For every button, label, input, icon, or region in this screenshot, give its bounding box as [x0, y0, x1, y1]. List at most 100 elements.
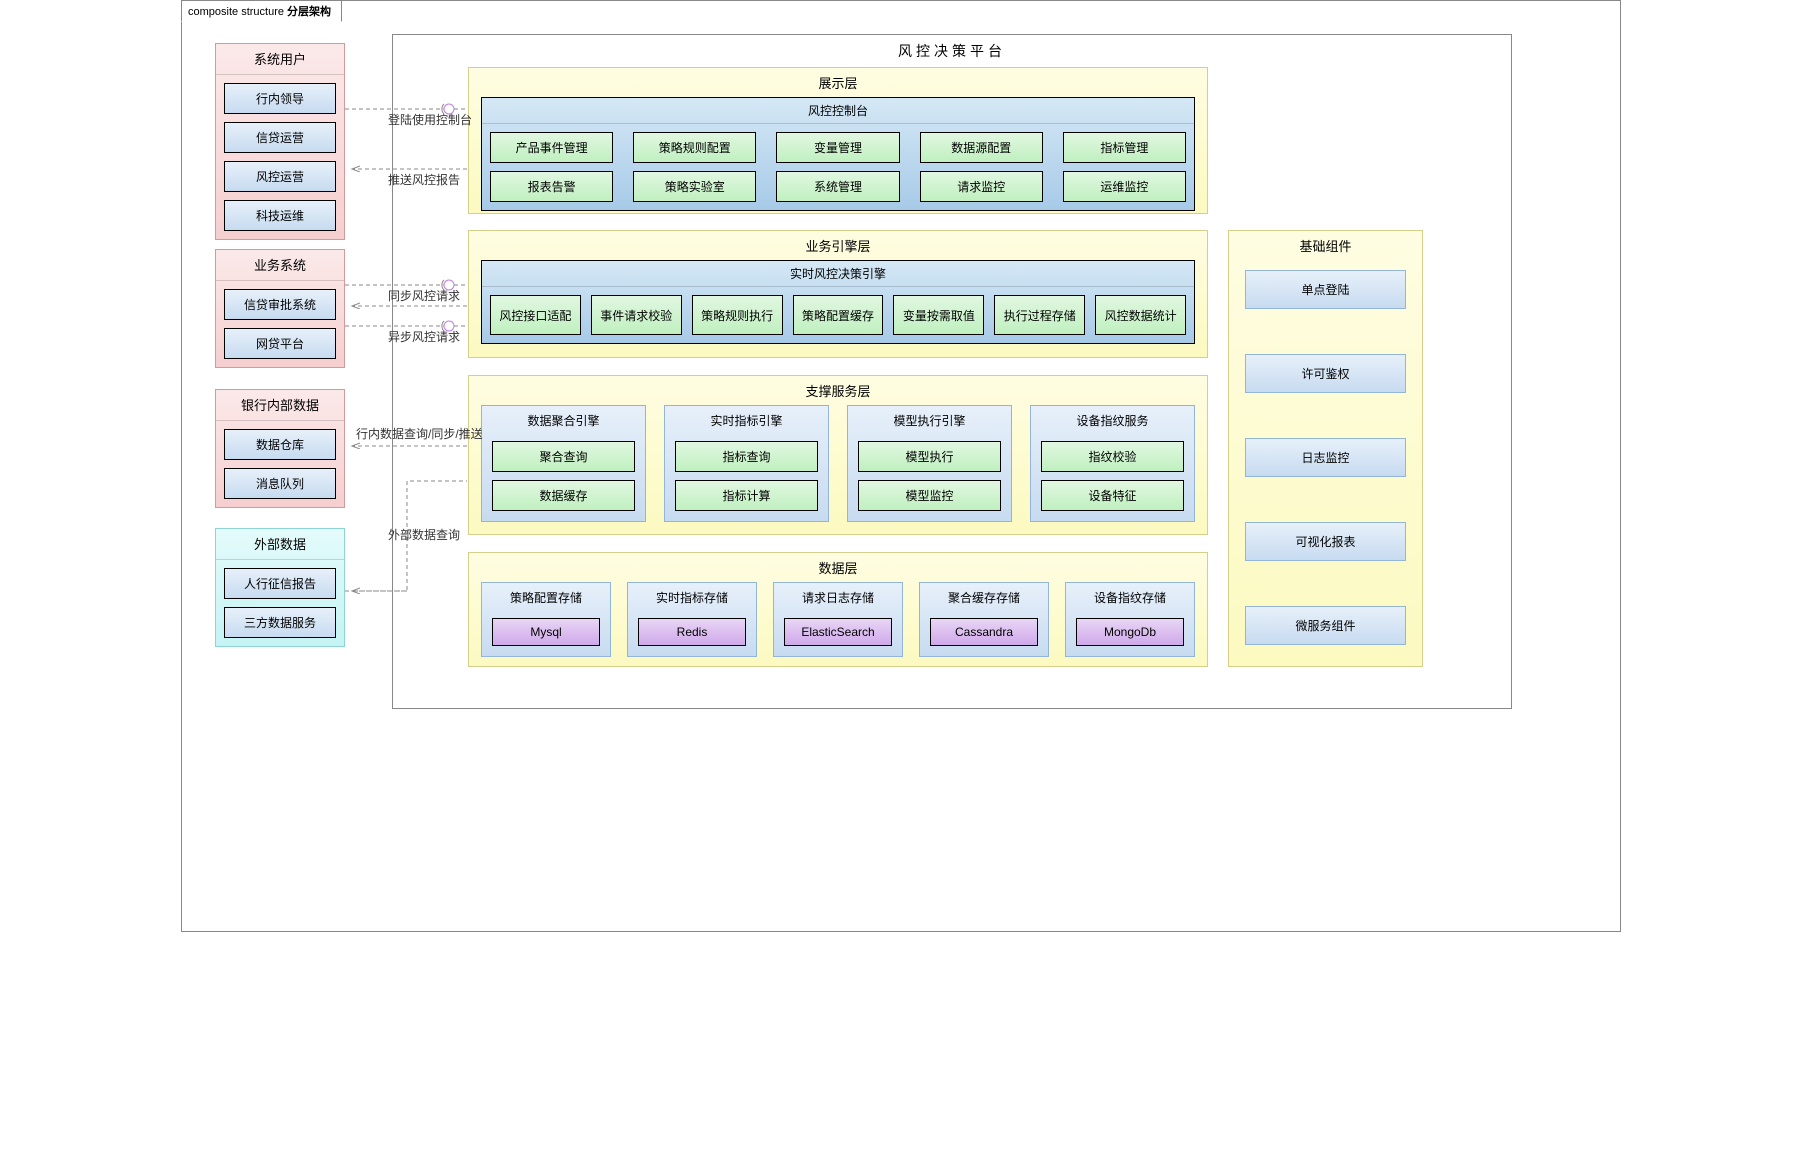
support-item-0-0: 聚合查询: [492, 441, 635, 472]
console-item-r1-1: 策略规则配置: [633, 132, 756, 163]
support-col-body-2: 模型执行模型监控: [848, 435, 1011, 521]
console-item-r2-4: 运维监控: [1063, 171, 1186, 202]
support-col-body-0: 聚合查询数据缓存: [482, 435, 645, 521]
db-2: ElasticSearch: [784, 618, 892, 646]
panel-users-title: 系统用户: [216, 44, 344, 75]
engine-item-0: 风控接口适配: [490, 295, 581, 335]
engine-item-2: 策略规则执行: [692, 295, 783, 335]
layer-support: 支撑服务层 数据聚合引擎聚合查询数据缓存实时指标引擎指标查询指标计算模型执行引擎…: [468, 375, 1208, 535]
support-item-2-1: 模型监控: [858, 480, 1001, 511]
panel-ext-body: 人行征信报告三方数据服务: [216, 560, 344, 646]
layer-infra: 基础组件 单点登陆许可鉴权日志监控可视化报表微服务组件: [1228, 230, 1423, 667]
support-col-body-3: 指纹校验设备特征: [1031, 435, 1194, 521]
data-col-0: 策略配置存储 Mysql: [481, 582, 611, 657]
console-item-r1-3: 数据源配置: [920, 132, 1043, 163]
layer-data-title: 数据层: [469, 553, 1207, 582]
console-item-r2-1: 策略实验室: [633, 171, 756, 202]
data-col-title-2: 请求日志存储: [774, 583, 902, 612]
user-item-1: 信贷运营: [224, 122, 336, 153]
ext-item-1: 三方数据服务: [224, 607, 336, 638]
label-push: 推送风控报告: [388, 171, 460, 188]
support-col-3: 设备指纹服务指纹校验设备特征: [1030, 405, 1195, 522]
layer-data: 数据层 策略配置存储 Mysql 实时指标存储 Redis 请求日志存储 ElasticS…: [468, 552, 1208, 667]
label-bank: 行内数据查询/同步/推送: [356, 425, 483, 442]
support-item-3-1: 设备特征: [1041, 480, 1184, 511]
layer-display-title: 展示层: [469, 68, 1207, 97]
bank-item-1: 消息队列: [224, 468, 336, 499]
support-col-title-0: 数据聚合引擎: [482, 406, 645, 435]
console-title: 风控控制台: [482, 98, 1194, 124]
console-row1: 产品事件管理策略规则配置变量管理数据源配置指标管理: [490, 132, 1186, 163]
console-item-r2-3: 请求监控: [920, 171, 1043, 202]
support-item-3-0: 指纹校验: [1041, 441, 1184, 472]
support-item-0-1: 数据缓存: [492, 480, 635, 511]
panel-users-body: 行内领导信贷运营风控运营科技运维: [216, 75, 344, 239]
engine-item-5: 执行过程存储: [994, 295, 1085, 335]
panel-biz-title: 业务系统: [216, 250, 344, 281]
panel-bank-body: 数据仓库消息队列: [216, 421, 344, 507]
support-col-0: 数据聚合引擎聚合查询数据缓存: [481, 405, 646, 522]
engine-item-6: 风控数据统计: [1095, 295, 1186, 335]
support-col-title-1: 实时指标引擎: [665, 406, 828, 435]
support-col-title-3: 设备指纹服务: [1031, 406, 1194, 435]
panel-biz: 业务系统 信贷审批系统网贷平台: [215, 249, 345, 368]
support-col-1: 实时指标引擎指标查询指标计算: [664, 405, 829, 522]
console-item-r1-0: 产品事件管理: [490, 132, 613, 163]
data-col-body-3: Cassandra: [920, 612, 1048, 656]
data-col-body-0: Mysql: [482, 612, 610, 656]
console-item-r1-4: 指标管理: [1063, 132, 1186, 163]
biz-item-1: 网贷平台: [224, 328, 336, 359]
data-col-2: 请求日志存储 ElasticSearch: [773, 582, 903, 657]
support-item-1-0: 指标查询: [675, 441, 818, 472]
support-col-body-1: 指标查询指标计算: [665, 435, 828, 521]
console-item-r2-2: 系统管理: [776, 171, 899, 202]
console-item-r1-2: 变量管理: [776, 132, 899, 163]
label-sync: 同步风控请求: [388, 287, 460, 304]
data-col-4: 设备指纹存储 MongoDb: [1065, 582, 1195, 657]
diagram-tab: composite structure 分层架构: [181, 0, 342, 22]
label-ext: 外部数据查询: [388, 526, 460, 543]
data-col-3: 聚合缓存存储Cassandra: [919, 582, 1049, 657]
support-col-2: 模型执行引擎模型执行模型监控: [847, 405, 1012, 522]
support-item-1-1: 指标计算: [675, 480, 818, 511]
data-col-title-4: 设备指纹存储: [1066, 583, 1194, 612]
infra-item-2: 日志监控: [1245, 438, 1406, 477]
db-1: Redis: [638, 618, 746, 646]
data-row: 策略配置存储 Mysql 实时指标存储 Redis 请求日志存储 ElasticSearc…: [481, 582, 1195, 657]
data-col-body-4: MongoDb: [1066, 612, 1194, 656]
layer-support-title: 支撑服务层: [469, 376, 1207, 405]
engine-title: 实时风控决策引擎: [482, 261, 1194, 287]
engine-item-3: 策略配置缓存: [793, 295, 884, 335]
db-0: Mysql: [492, 618, 600, 646]
platform-frame: 风控决策平台 展示层 风控控制台 产品事件管理策略规则配置变量管理数据源配置指标…: [392, 34, 1512, 709]
bank-item-0: 数据仓库: [224, 429, 336, 460]
infra-item-4: 微服务组件: [1245, 606, 1406, 645]
panel-bank-title: 银行内部数据: [216, 390, 344, 421]
support-item-2-0: 模型执行: [858, 441, 1001, 472]
data-col-title-1: 实时指标存储: [628, 583, 756, 612]
data-col-title-0: 策略配置存储: [482, 583, 610, 612]
layer-engine-title: 业务引擎层: [469, 231, 1207, 260]
biz-item-0: 信贷审批系统: [224, 289, 336, 320]
layer-display: 展示层 风控控制台 产品事件管理策略规则配置变量管理数据源配置指标管理 报表告警…: [468, 67, 1208, 214]
data-col-body-2: ElasticSearch: [774, 612, 902, 656]
label-async: 异步风控请求: [388, 328, 460, 345]
console-item-r2-0: 报表告警: [490, 171, 613, 202]
panel-ext-title: 外部数据: [216, 529, 344, 560]
label-login: 登陆使用控制台: [388, 111, 472, 128]
panel-bank: 银行内部数据 数据仓库消息队列: [215, 389, 345, 508]
panel-ext: 外部数据 人行征信报告三方数据服务: [215, 528, 345, 647]
support-col-title-2: 模型执行引擎: [848, 406, 1011, 435]
tab-prefix: composite structure: [188, 6, 284, 18]
db-4: MongoDb: [1076, 618, 1184, 646]
panel-users: 系统用户 行内领导信贷运营风控运营科技运维: [215, 43, 345, 240]
user-item-0: 行内领导: [224, 83, 336, 114]
platform-title: 风控决策平台: [393, 35, 1511, 67]
data-col-1: 实时指标存储 Redis: [627, 582, 757, 657]
infra-item-1: 许可鉴权: [1245, 354, 1406, 393]
engine-row: 风控接口适配事件请求校验策略规则执行策略配置缓存变量按需取值执行过程存储风控数据…: [490, 295, 1186, 335]
console-panel: 风控控制台 产品事件管理策略规则配置变量管理数据源配置指标管理 报表告警策略实验…: [481, 97, 1195, 211]
infra-item-3: 可视化报表: [1245, 522, 1406, 561]
support-row: 数据聚合引擎聚合查询数据缓存实时指标引擎指标查询指标计算模型执行引擎模型执行模型…: [481, 405, 1195, 522]
db-3: Cassandra: [930, 618, 1038, 646]
